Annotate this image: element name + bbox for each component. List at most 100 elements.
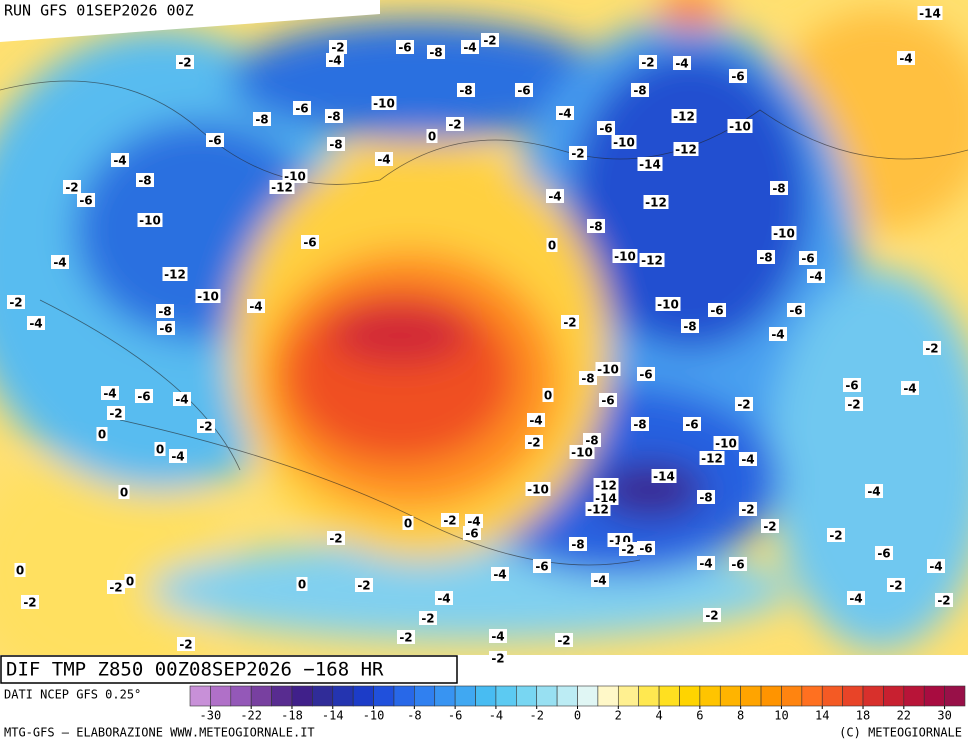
colorbar-label: -8 — [407, 709, 421, 723]
contour-label: -14 — [653, 470, 675, 484]
label-box — [631, 417, 649, 431]
contour-label: -2 — [23, 596, 36, 610]
label-box — [419, 611, 437, 625]
contour-label: -14 — [919, 7, 941, 21]
contour-label: -8 — [327, 110, 340, 124]
contour-label: 0 — [98, 428, 106, 442]
contour-label: -6 — [789, 304, 802, 318]
label-box — [253, 112, 271, 126]
colorbar-label: -10 — [363, 709, 385, 723]
label-box — [457, 83, 475, 97]
contour-label: -4 — [113, 154, 126, 168]
label-box — [729, 69, 747, 83]
colorbar-label: 4 — [655, 709, 662, 723]
contour-labels: -14-2 -6 -8 -4 -2-4-2 -2 -4 -4-6-10-8 -6-6-8 -8 -4… — [7, 6, 953, 666]
contour-label: 0 — [298, 578, 306, 592]
label-box — [329, 40, 347, 54]
label-box — [847, 591, 865, 605]
contour-label: -6 — [845, 379, 858, 393]
label-box — [703, 608, 721, 622]
label-box — [843, 378, 861, 392]
contour-label: -4 — [249, 300, 262, 314]
label-box — [735, 397, 753, 411]
label-box — [569, 445, 595, 459]
label-box — [561, 315, 579, 329]
colorbar-swatch — [495, 685, 517, 707]
label-box — [569, 537, 587, 551]
label-box — [713, 436, 739, 450]
contour-label: -2 — [737, 398, 750, 412]
label-box — [739, 452, 757, 466]
colorbar-label: 10 — [774, 709, 788, 723]
label-box — [111, 153, 129, 167]
label-box — [637, 541, 655, 555]
label-box — [799, 251, 817, 265]
colorbar-swatch — [271, 685, 293, 707]
colorbar-swatch — [679, 685, 701, 707]
colorbar-swatch — [373, 685, 395, 707]
label-box — [591, 573, 609, 587]
label-box — [527, 413, 545, 427]
contour-label: -4 — [929, 560, 942, 574]
contour-label: -2 — [925, 342, 938, 356]
contour-label: -8 — [759, 251, 772, 265]
colorbar-swatch — [740, 685, 762, 707]
label-box — [593, 478, 619, 492]
contour-label: -2 — [889, 579, 902, 593]
contour-label: -6 — [685, 418, 698, 432]
contour-label: -2 — [331, 41, 344, 55]
label-box — [51, 255, 69, 269]
contour-label: -10 — [773, 227, 795, 241]
contour-label: -4 — [548, 190, 561, 204]
contour-label: -4 — [699, 557, 712, 571]
contour-label: -4 — [29, 317, 42, 331]
contour-label: -4 — [899, 52, 912, 66]
label-box — [441, 513, 459, 527]
label-box — [597, 121, 615, 135]
label-box — [397, 630, 415, 644]
label-box — [247, 299, 265, 313]
label-box — [427, 45, 445, 59]
temperature-field — [0, 0, 968, 655]
contour-label: 0 — [544, 389, 552, 403]
label-box — [771, 226, 797, 240]
contour-label: -10 — [715, 437, 737, 451]
contour-label: -8 — [585, 434, 598, 448]
label-box — [671, 109, 697, 123]
contour-label: -2 — [557, 634, 570, 648]
label-box — [619, 542, 637, 556]
colorbar-label: 22 — [897, 709, 911, 723]
contour-label: -6 — [517, 84, 530, 98]
colorbar-label: 6 — [696, 709, 703, 723]
colorbar-swatch — [883, 685, 905, 707]
contour-label: -6 — [877, 547, 890, 561]
label-box — [135, 389, 153, 403]
contour-label: -8 — [329, 138, 342, 152]
contour-label: -12 — [641, 254, 663, 268]
contour-label: -6 — [599, 122, 612, 136]
label-box — [327, 531, 345, 545]
colorbar-swatch — [760, 685, 782, 707]
label-box — [935, 593, 953, 607]
colorbar-label: 30 — [937, 709, 951, 723]
contour-label: -2 — [448, 118, 461, 132]
contour-label: -2 — [847, 398, 860, 412]
label-box — [402, 516, 414, 530]
label-box — [697, 556, 715, 570]
contour-label: -4 — [675, 57, 688, 71]
label-box — [489, 651, 507, 665]
label-box — [875, 546, 893, 560]
contour-label: -4 — [558, 107, 571, 121]
contour-label: -10 — [197, 290, 219, 304]
header-title: RUN GFS 01SEP2026 00Z — [4, 2, 194, 20]
contour-label: -2 — [705, 609, 718, 623]
label-box — [599, 393, 617, 407]
label-box — [269, 180, 295, 194]
label-box — [708, 303, 726, 317]
contour-label: -4 — [103, 387, 116, 401]
label-box — [927, 559, 945, 573]
contour-label: -4 — [463, 41, 476, 55]
title-box — [0, 655, 458, 684]
label-box — [923, 341, 941, 355]
contour-label: -2 — [9, 296, 22, 310]
